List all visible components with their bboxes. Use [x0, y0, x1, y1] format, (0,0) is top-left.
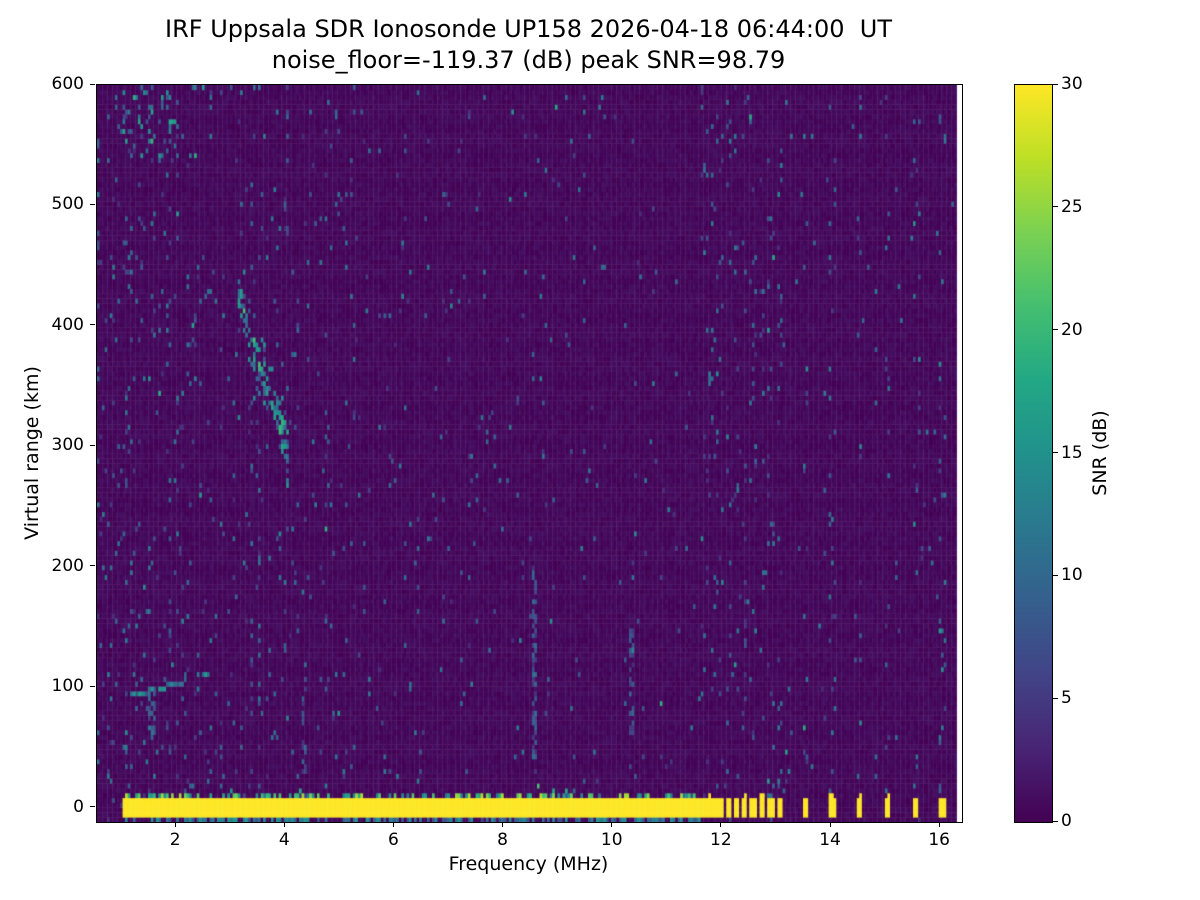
colorbar-tick-label: 15 [1061, 442, 1083, 463]
x-tick-mark [829, 822, 831, 827]
x-tick-label: 16 [928, 830, 950, 850]
y-tick-label: 600 [51, 74, 84, 94]
colorbar-label: SNR (dB) [1089, 410, 1111, 496]
y-tick-label: 400 [51, 314, 84, 335]
plot-area [96, 84, 963, 823]
colorbar-tick-label: 25 [1061, 196, 1083, 217]
colorbar-tick-mark [1053, 452, 1058, 453]
x-tick-label: 14 [819, 830, 841, 850]
x-tick-mark [611, 822, 613, 827]
x-tick-mark [938, 822, 940, 827]
y-tick-mark [90, 83, 95, 85]
colorbar-tick-label: 10 [1061, 565, 1083, 586]
colorbar-tick-mark [1053, 574, 1058, 576]
colorbar-tick-mark [1053, 206, 1058, 208]
x-tick-label: 6 [388, 830, 399, 850]
y-tick-mark [90, 324, 95, 326]
colorbar-tick-label: 20 [1061, 319, 1083, 340]
x-tick-label: 4 [278, 830, 290, 850]
y-tick-mark [90, 444, 95, 446]
y-tick-mark [90, 203, 95, 205]
y-tick-label: 300 [51, 435, 84, 456]
y-tick-label: 200 [51, 555, 84, 576]
colorbar-tick-label: 5 [1061, 688, 1072, 709]
x-tick-mark [392, 822, 394, 827]
colorbar-tick-mark [1053, 329, 1058, 331]
ionogram-heatmap [97, 85, 962, 822]
x-axis-label: Frequency (MHz) [448, 853, 609, 875]
y-tick-label: 100 [51, 676, 84, 697]
chart-title-block: IRF Uppsala SDR Ionosonde UP158 2026-04-… [96, 14, 961, 76]
x-tick-label: 2 [169, 830, 181, 850]
colorbar-tick-label: 0 [1061, 811, 1072, 831]
x-tick-mark [720, 822, 722, 827]
x-tick-label: 12 [710, 830, 732, 850]
colorbar [1014, 84, 1053, 823]
y-tick-label: 0 [73, 796, 84, 817]
y-tick-mark [90, 565, 95, 567]
x-tick-mark [283, 822, 285, 827]
y-tick-mark [90, 685, 95, 687]
colorbar-tick-mark [1053, 820, 1058, 822]
y-axis-label: Virtual range (km) [21, 366, 43, 540]
colorbar-tick-mark [1053, 83, 1058, 85]
colorbar-tick-label: 30 [1061, 74, 1083, 94]
x-tick-mark [174, 822, 176, 827]
y-tick-mark [90, 806, 95, 808]
x-tick-mark [502, 822, 504, 827]
colorbar-tick-mark [1053, 697, 1058, 699]
x-tick-label: 10 [600, 830, 623, 850]
y-tick-label: 500 [51, 194, 84, 215]
x-tick-label: 8 [497, 830, 508, 850]
chart-title: IRF Uppsala SDR Ionosonde UP158 2026-04-… [165, 15, 892, 43]
chart-subtitle: noise_floor=-119.37 (dB) peak SNR=98.79 [271, 46, 786, 74]
